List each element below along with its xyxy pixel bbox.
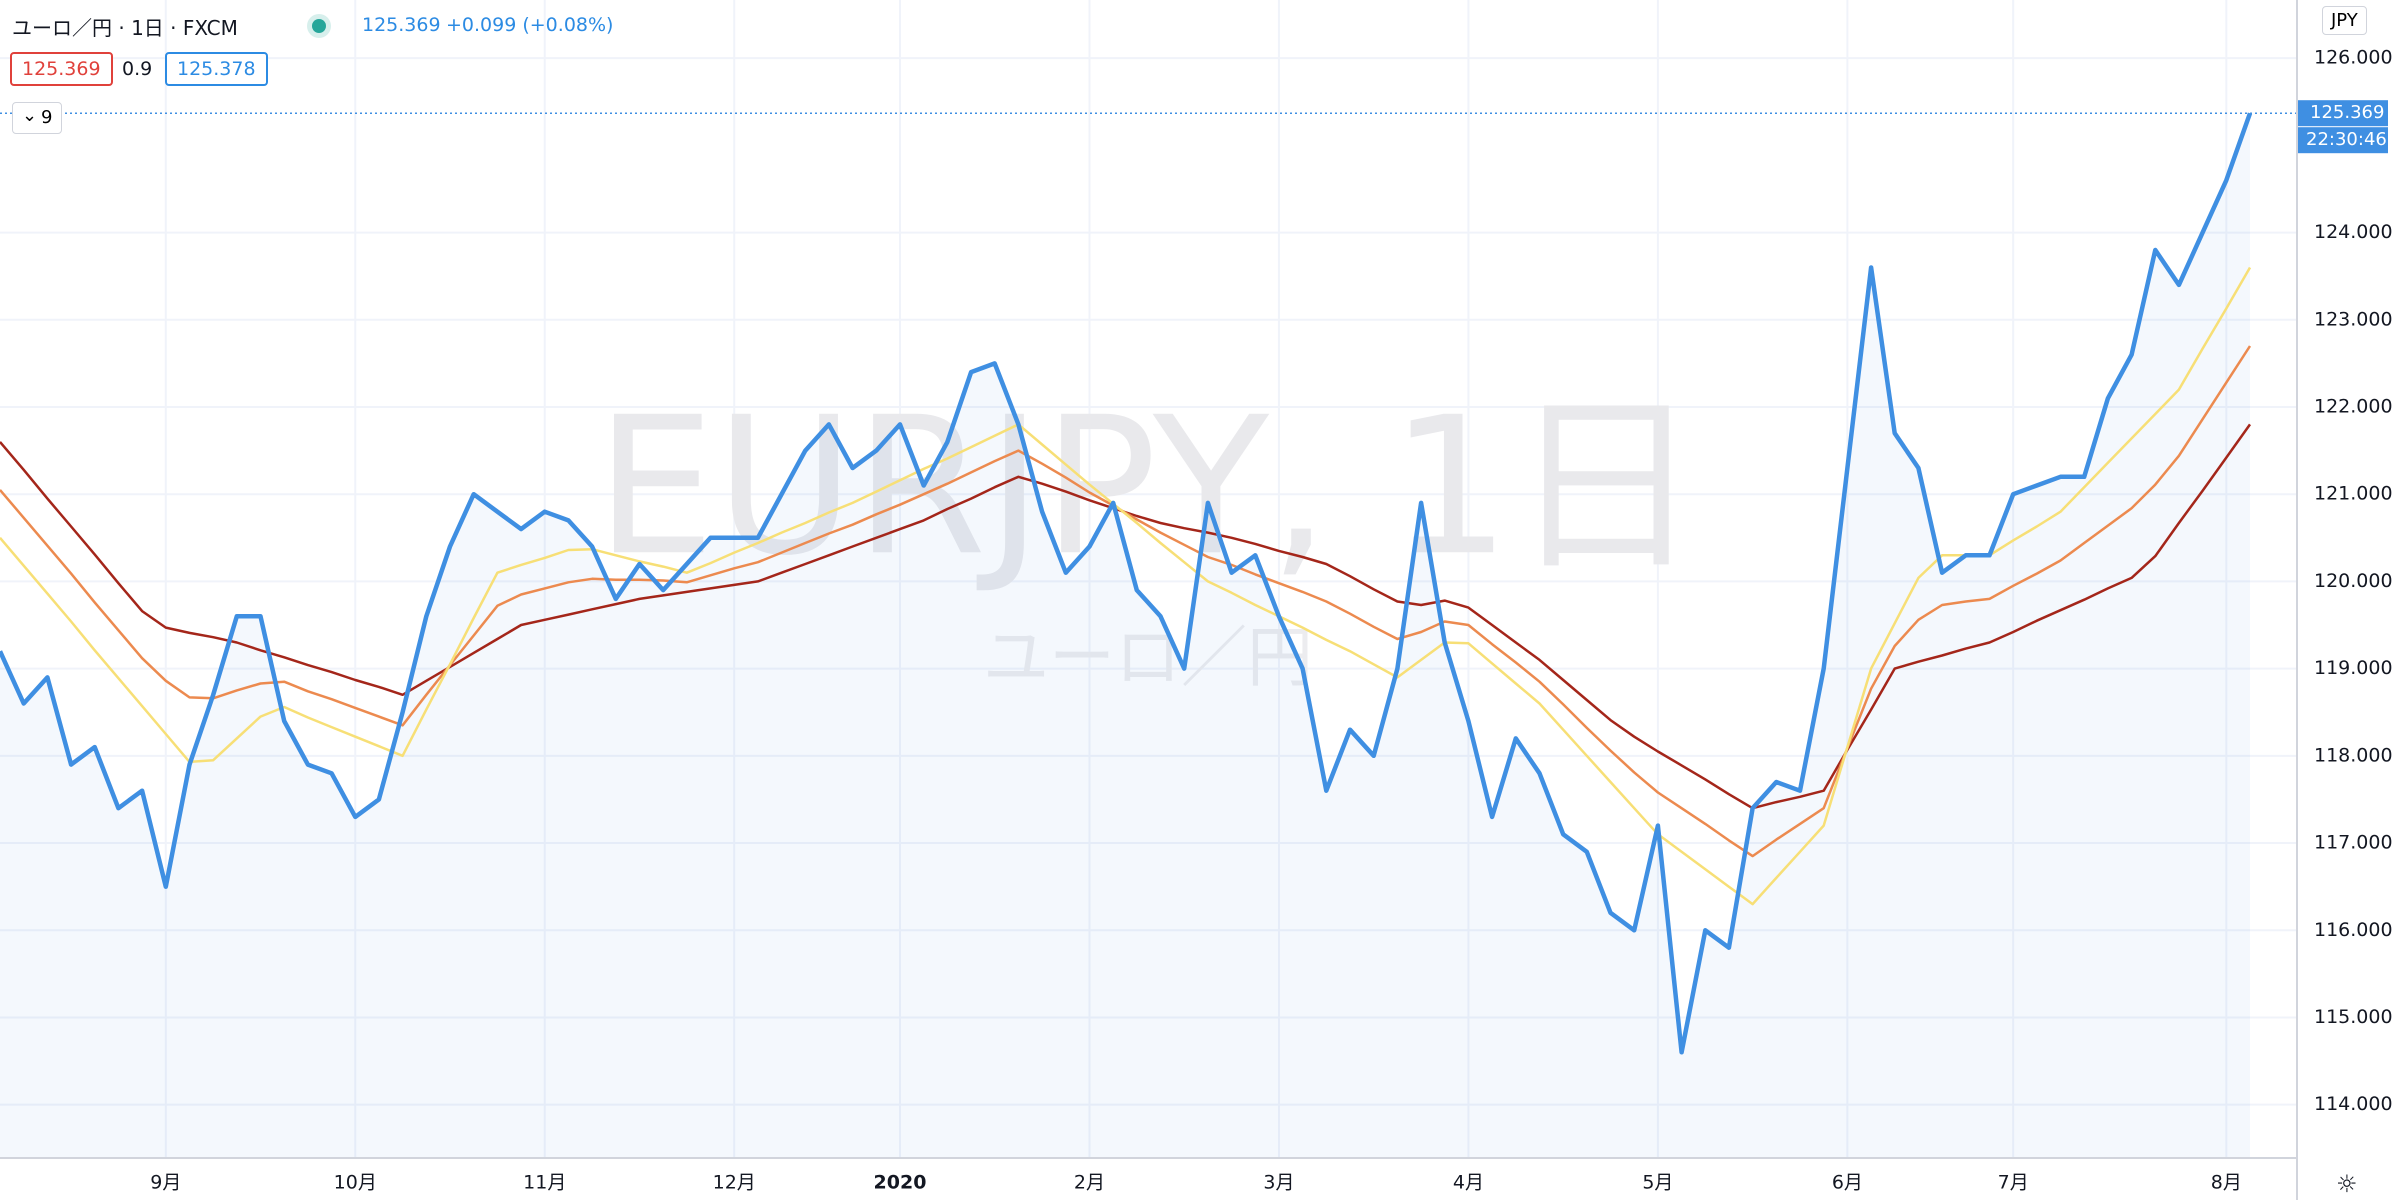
y-tick-label: 116.000 xyxy=(2314,919,2393,941)
indicator-toggle[interactable]: ⌄ 9 xyxy=(12,102,62,134)
moving-average-line xyxy=(0,266,2252,906)
x-tick-label: 2020 xyxy=(874,1172,927,1194)
price-line xyxy=(0,112,2253,1055)
y-tick-label: 121.000 xyxy=(2314,483,2393,505)
last-price-label: 125.369 xyxy=(2310,102,2384,123)
y-tick-label: 120.000 xyxy=(2314,570,2393,592)
x-tick-label: 6月 xyxy=(1832,1172,1863,1194)
symbol-title[interactable]: ユーロ／円 · 1日 · FXCM xyxy=(12,16,238,40)
x-tick-label: 12月 xyxy=(713,1172,756,1194)
settings-icon[interactable]: ☼ xyxy=(2336,1170,2358,1198)
watermark: EURJPY, 1日 xyxy=(595,376,1700,597)
y-tick-label: 122.000 xyxy=(2314,396,2393,418)
x-tick-label: 5月 xyxy=(1642,1172,1673,1194)
buy-price[interactable]: 125.378 xyxy=(165,52,268,86)
y-tick-label: 117.000 xyxy=(2314,832,2393,854)
x-tick-label: 3月 xyxy=(1263,1172,1294,1194)
price-area xyxy=(0,113,2250,1158)
market-status-dot xyxy=(312,19,326,33)
last-price-tag xyxy=(2298,100,2388,127)
x-tick-label: 7月 xyxy=(1998,1172,2029,1194)
chevron: ⌄ xyxy=(22,105,38,126)
y-tick-label: 118.000 xyxy=(2314,744,2393,766)
header-price: 125.369 xyxy=(362,14,441,36)
x-tick-label: 8月 xyxy=(2211,1172,2242,1194)
y-tick-label: 123.000 xyxy=(2314,308,2393,330)
countdown-tag xyxy=(2298,127,2388,154)
y-tick-label: 124.000 xyxy=(2314,221,2393,243)
y-tick-label: 126.000 xyxy=(2314,47,2393,69)
indicator-length: 9 xyxy=(41,107,53,128)
x-tick-label: 4月 xyxy=(1453,1172,1484,1194)
currency-button[interactable]: JPY xyxy=(2322,6,2367,35)
countdown-label: 22:30:46 xyxy=(2306,129,2387,150)
sell-price[interactable]: 125.369 xyxy=(10,52,113,86)
x-tick-label: 2月 xyxy=(1074,1172,1105,1194)
header-change: +0.099 (+0.08%) xyxy=(446,14,614,36)
y-tick-label: 114.000 xyxy=(2314,1093,2393,1115)
watermark-sub: ユーロ／円 xyxy=(983,619,1313,696)
y-tick-label: 115.000 xyxy=(2314,1006,2393,1028)
y-tick-label: 119.000 xyxy=(2314,657,2393,679)
x-tick-label: 10月 xyxy=(334,1172,377,1194)
x-tick-label: 9月 xyxy=(150,1172,181,1194)
x-tick-label: 11月 xyxy=(523,1172,566,1194)
spread: 0.9 xyxy=(122,58,153,80)
